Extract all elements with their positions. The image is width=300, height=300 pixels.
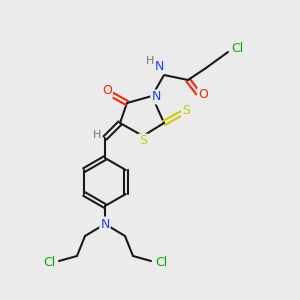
Text: Cl: Cl xyxy=(43,256,55,269)
Text: Cl: Cl xyxy=(155,256,167,269)
Text: H: H xyxy=(93,130,101,140)
Text: N: N xyxy=(151,91,161,103)
Text: N: N xyxy=(154,61,164,74)
Text: Cl: Cl xyxy=(231,41,243,55)
Text: O: O xyxy=(198,88,208,101)
Text: O: O xyxy=(102,85,112,98)
Text: S: S xyxy=(139,134,147,148)
Text: N: N xyxy=(100,218,110,230)
Text: S: S xyxy=(182,104,190,118)
Text: H: H xyxy=(146,56,154,66)
